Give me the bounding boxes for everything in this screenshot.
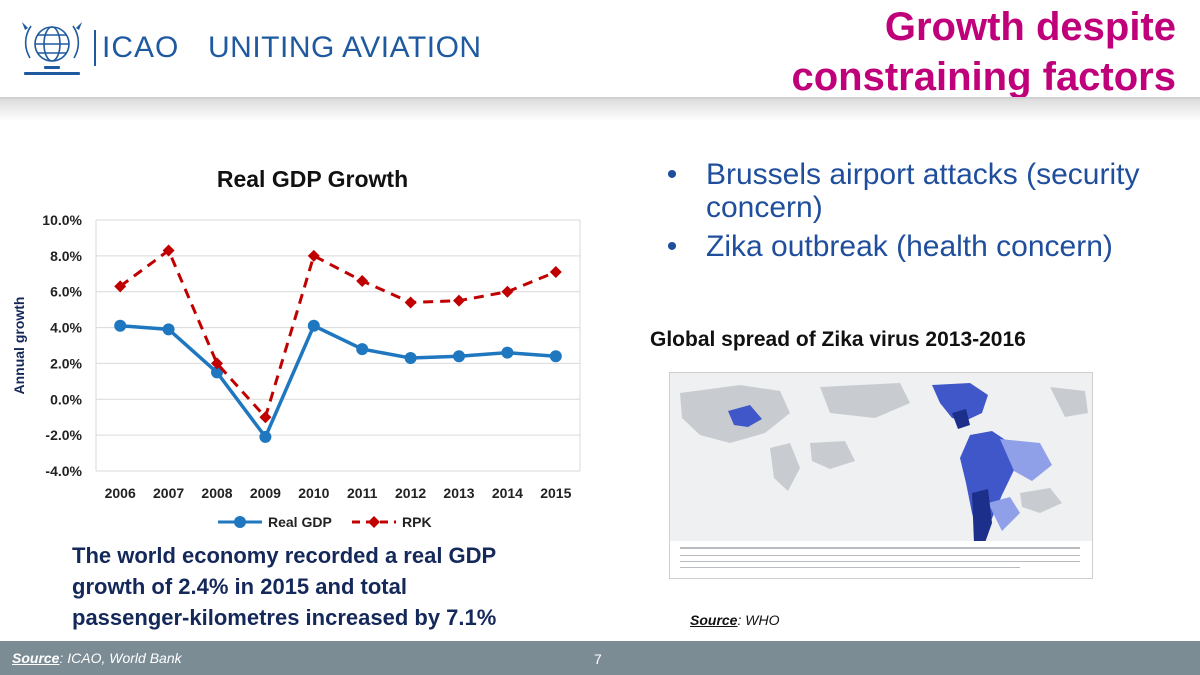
x-tick-label: 2012 <box>395 485 426 501</box>
legend-label: Real GDP <box>268 514 332 530</box>
legend-marker <box>368 516 380 528</box>
data-point <box>501 346 514 359</box>
takeaway-line: growth of 2.4% in 2015 and total <box>72 574 407 599</box>
map-source-label: Source <box>690 612 738 628</box>
page-number: 7 <box>594 651 602 667</box>
data-point <box>211 366 223 379</box>
brand-name: ICAO <box>102 31 180 64</box>
data-point <box>259 411 272 424</box>
data-point <box>162 244 175 257</box>
slide-header: ICAO UNITING AVIATION Growth despite con… <box>0 0 1200 99</box>
slide-title: Growth despite constraining factors <box>656 2 1176 102</box>
world-map-icon <box>670 373 1092 578</box>
data-point <box>114 280 127 293</box>
map-source-note: Source: WHO <box>690 612 779 628</box>
data-point <box>114 319 127 332</box>
y-axis-label: Annual growth <box>11 297 27 395</box>
y-tick-label: 2.0% <box>50 355 82 371</box>
data-point <box>549 350 562 363</box>
x-tick-label: 2010 <box>298 485 329 501</box>
y-tick-label: 0.0% <box>50 391 82 407</box>
chart-title: Real GDP Growth <box>216 166 409 192</box>
data-point <box>404 296 417 309</box>
data-point <box>356 274 369 287</box>
y-tick-label: -2.0% <box>45 427 82 443</box>
map-title: Global spread of Zika virus 2013-2016 <box>650 328 1026 351</box>
header-rule <box>0 97 1200 99</box>
data-point <box>453 294 465 307</box>
x-tick-label: 2006 <box>105 485 136 501</box>
data-point <box>259 430 272 443</box>
legend-marker <box>234 516 246 528</box>
series-line-rpk <box>119 248 557 421</box>
bullet-text-line: Brussels airport attacks (security <box>706 158 1140 191</box>
data-point <box>162 323 175 336</box>
data-point <box>549 265 562 278</box>
bullet-item-zika: • Zika outbreak (health concern) <box>660 230 1180 263</box>
takeaway-line: The world economy recorded a real GDP <box>72 543 497 568</box>
footer-source-note: Source: ICAO, World Bank <box>12 650 182 666</box>
bullet-text-line: concern) <box>706 191 823 224</box>
data-point <box>307 319 320 332</box>
data-point <box>404 352 417 365</box>
bullet-icon: • <box>666 158 678 191</box>
slide-title-line-1: Growth despite <box>884 5 1176 49</box>
bullet-text-line: Zika outbreak (health concern) <box>706 230 1113 263</box>
x-tick-label: 2014 <box>492 485 523 501</box>
data-point <box>211 357 223 370</box>
bullet-item-brussels: • Brussels airport attacks (security con… <box>660 158 1180 224</box>
data-point <box>356 343 369 356</box>
x-tick-label: 2007 <box>153 485 184 501</box>
bullet-icon: • <box>666 230 678 263</box>
x-tick-label: 2013 <box>443 485 474 501</box>
brand-divider <box>94 30 96 66</box>
data-point <box>307 249 320 262</box>
brand-tagline: UNITING AVIATION <box>208 31 482 64</box>
y-tick-label: -4.0% <box>45 463 82 479</box>
y-tick-label: 4.0% <box>50 320 82 336</box>
x-tick-label: 2015 <box>540 485 571 501</box>
data-point <box>453 350 465 363</box>
zika-spread-map-image <box>669 372 1093 579</box>
map-source-value: : WHO <box>737 612 780 628</box>
footer-source-label: Source <box>12 650 60 666</box>
x-tick-label: 2008 <box>201 485 232 501</box>
x-tick-label: 2009 <box>250 485 281 501</box>
header-shadow <box>0 99 1200 121</box>
gdp-takeaway-text: The world economy recorded a real GDP gr… <box>72 540 592 633</box>
constraint-bullet-list: • Brussels airport attacks (security con… <box>660 158 1180 269</box>
icao-emblem-icon <box>22 22 82 75</box>
legend-label: RPK <box>402 514 432 530</box>
y-tick-label: 6.0% <box>50 284 82 300</box>
slide-title-line-2: constraining factors <box>791 55 1176 99</box>
slide-footer: Source: ICAO, World Bank 7 <box>0 641 1200 675</box>
takeaway-line: passenger-kilometres increased by 7.1% <box>72 605 497 630</box>
x-tick-label: 2011 <box>347 485 378 501</box>
series-line-real-gdp <box>120 323 556 441</box>
footer-source-value: : ICAO, World Bank <box>59 650 182 666</box>
data-point <box>501 285 514 298</box>
gdp-growth-chart: 10.0% 8.0% 6.0% 4.0% 2.0% 0.0% -2.0% -4.0% 2006 2… <box>11 212 581 530</box>
y-tick-label: 10.0% <box>42 212 82 228</box>
y-tick-label: 8.0% <box>50 248 82 264</box>
